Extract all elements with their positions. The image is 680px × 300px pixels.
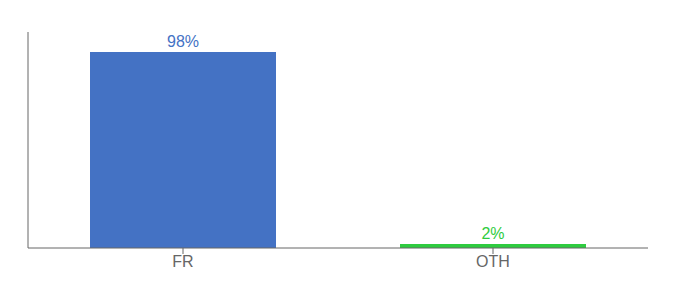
svg-text:FR: FR <box>172 253 193 270</box>
svg-text:98%: 98% <box>167 33 199 50</box>
svg-text:OTH: OTH <box>476 253 510 270</box>
svg-text:2%: 2% <box>481 225 504 242</box>
